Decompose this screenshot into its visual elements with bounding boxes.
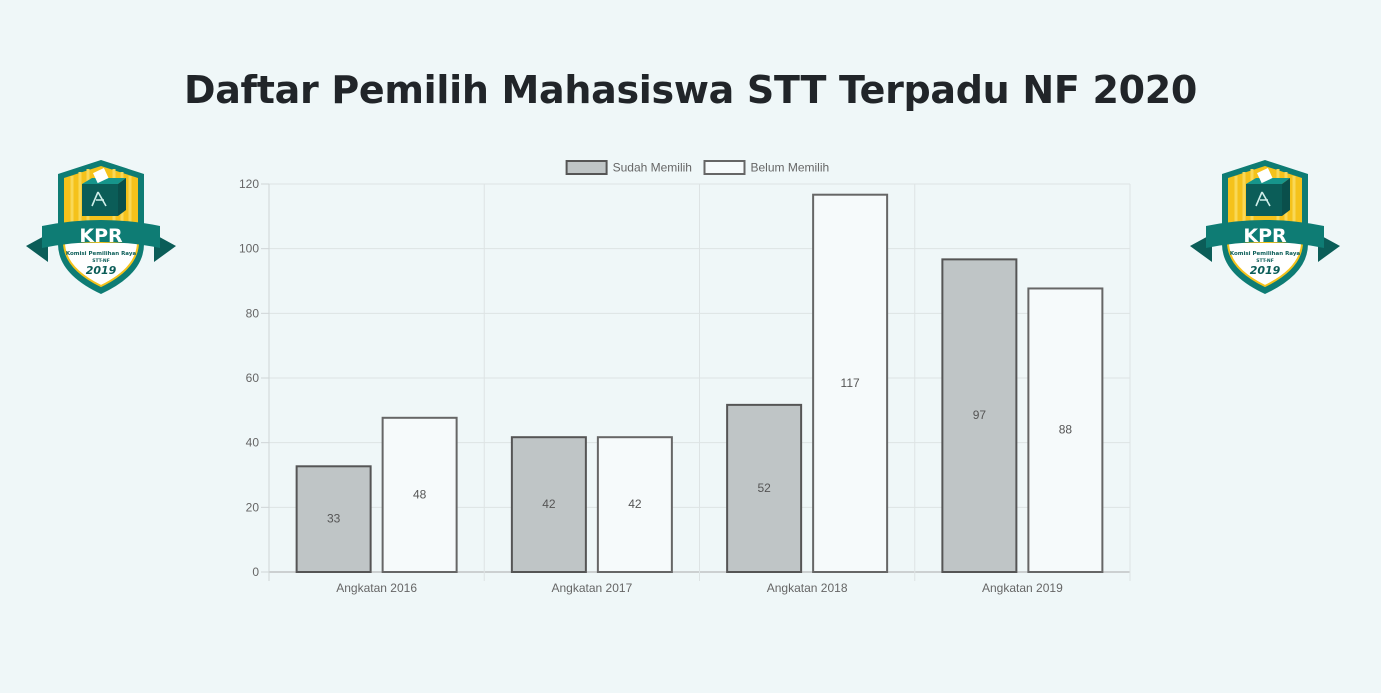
data-label: 52 bbox=[757, 481, 771, 495]
data-label: 88 bbox=[1059, 423, 1073, 437]
chart-labels: 0 20 40 60 80 100 120 33 48 Angkatan 2016 42 42 Angk… bbox=[239, 177, 1072, 595]
logo-text: KPR bbox=[1243, 225, 1287, 247]
bar bbox=[726, 403, 803, 573]
kpr-badge-icon: KPR Komisi Pemilihan Raya STT-NF 2019 bbox=[1190, 160, 1340, 294]
data-label: 33 bbox=[327, 512, 341, 526]
logo-subtitle: Komisi Pemilihan Raya bbox=[1230, 251, 1301, 257]
bar bbox=[295, 465, 372, 573]
logo-subtitle2: STT-NF bbox=[1256, 258, 1274, 264]
legend-item[interactable]: Belum Memilih bbox=[703, 160, 830, 175]
legend-swatch bbox=[565, 160, 608, 175]
kpr-logo-left: KPR Komisi Pemilihan Raya STT-NF 2019 bbox=[26, 156, 176, 298]
logo-subtitle: Komisi Pemilihan Raya bbox=[66, 251, 137, 257]
data-label: 48 bbox=[413, 487, 427, 501]
bar bbox=[510, 436, 587, 574]
chart-legend[interactable]: Sudah Memilih Belum Memilih bbox=[565, 160, 830, 175]
chart-bars bbox=[295, 193, 1104, 574]
y-tick-label: 120 bbox=[239, 177, 259, 191]
data-label: 97 bbox=[973, 408, 987, 422]
bar bbox=[381, 416, 458, 573]
y-tick-label: 40 bbox=[246, 436, 260, 450]
x-tick-label: Angkatan 2017 bbox=[552, 581, 633, 595]
legend-label: Belum Memilih bbox=[751, 161, 830, 175]
bar bbox=[812, 193, 889, 573]
data-label: 42 bbox=[542, 497, 556, 511]
page-title: Daftar Pemilih Mahasiswa STT Terpadu NF … bbox=[183, 68, 1198, 112]
y-tick-label: 0 bbox=[252, 565, 259, 579]
x-tick-label: Angkatan 2019 bbox=[982, 581, 1063, 595]
bar bbox=[1027, 287, 1104, 573]
kpr-logo-right: KPR Komisi Pemilihan Raya STT-NF 2019 bbox=[1190, 156, 1340, 298]
logo-subtitle2: STT-NF bbox=[92, 258, 110, 264]
bar bbox=[596, 436, 673, 574]
legend-swatch bbox=[703, 160, 746, 175]
legend-item[interactable]: Sudah Memilih bbox=[565, 160, 692, 175]
x-tick-label: Angkatan 2018 bbox=[767, 581, 848, 595]
kpr-badge-icon: KPR Komisi Pemilihan Raya STT-NF 2019 bbox=[26, 160, 176, 294]
logo-year: 2019 bbox=[1250, 264, 1281, 277]
x-tick-label: Angkatan 2016 bbox=[336, 581, 417, 595]
data-label: 117 bbox=[841, 376, 860, 390]
y-tick-label: 60 bbox=[246, 371, 260, 385]
y-tick-label: 80 bbox=[246, 306, 260, 320]
bar bbox=[941, 258, 1018, 573]
legend-label: Sudah Memilih bbox=[613, 161, 692, 175]
logo-year: 2019 bbox=[86, 264, 117, 277]
logo-text: KPR bbox=[79, 225, 123, 247]
y-tick-label: 100 bbox=[239, 242, 259, 256]
y-tick-label: 20 bbox=[246, 500, 260, 514]
data-label: 42 bbox=[628, 497, 642, 511]
